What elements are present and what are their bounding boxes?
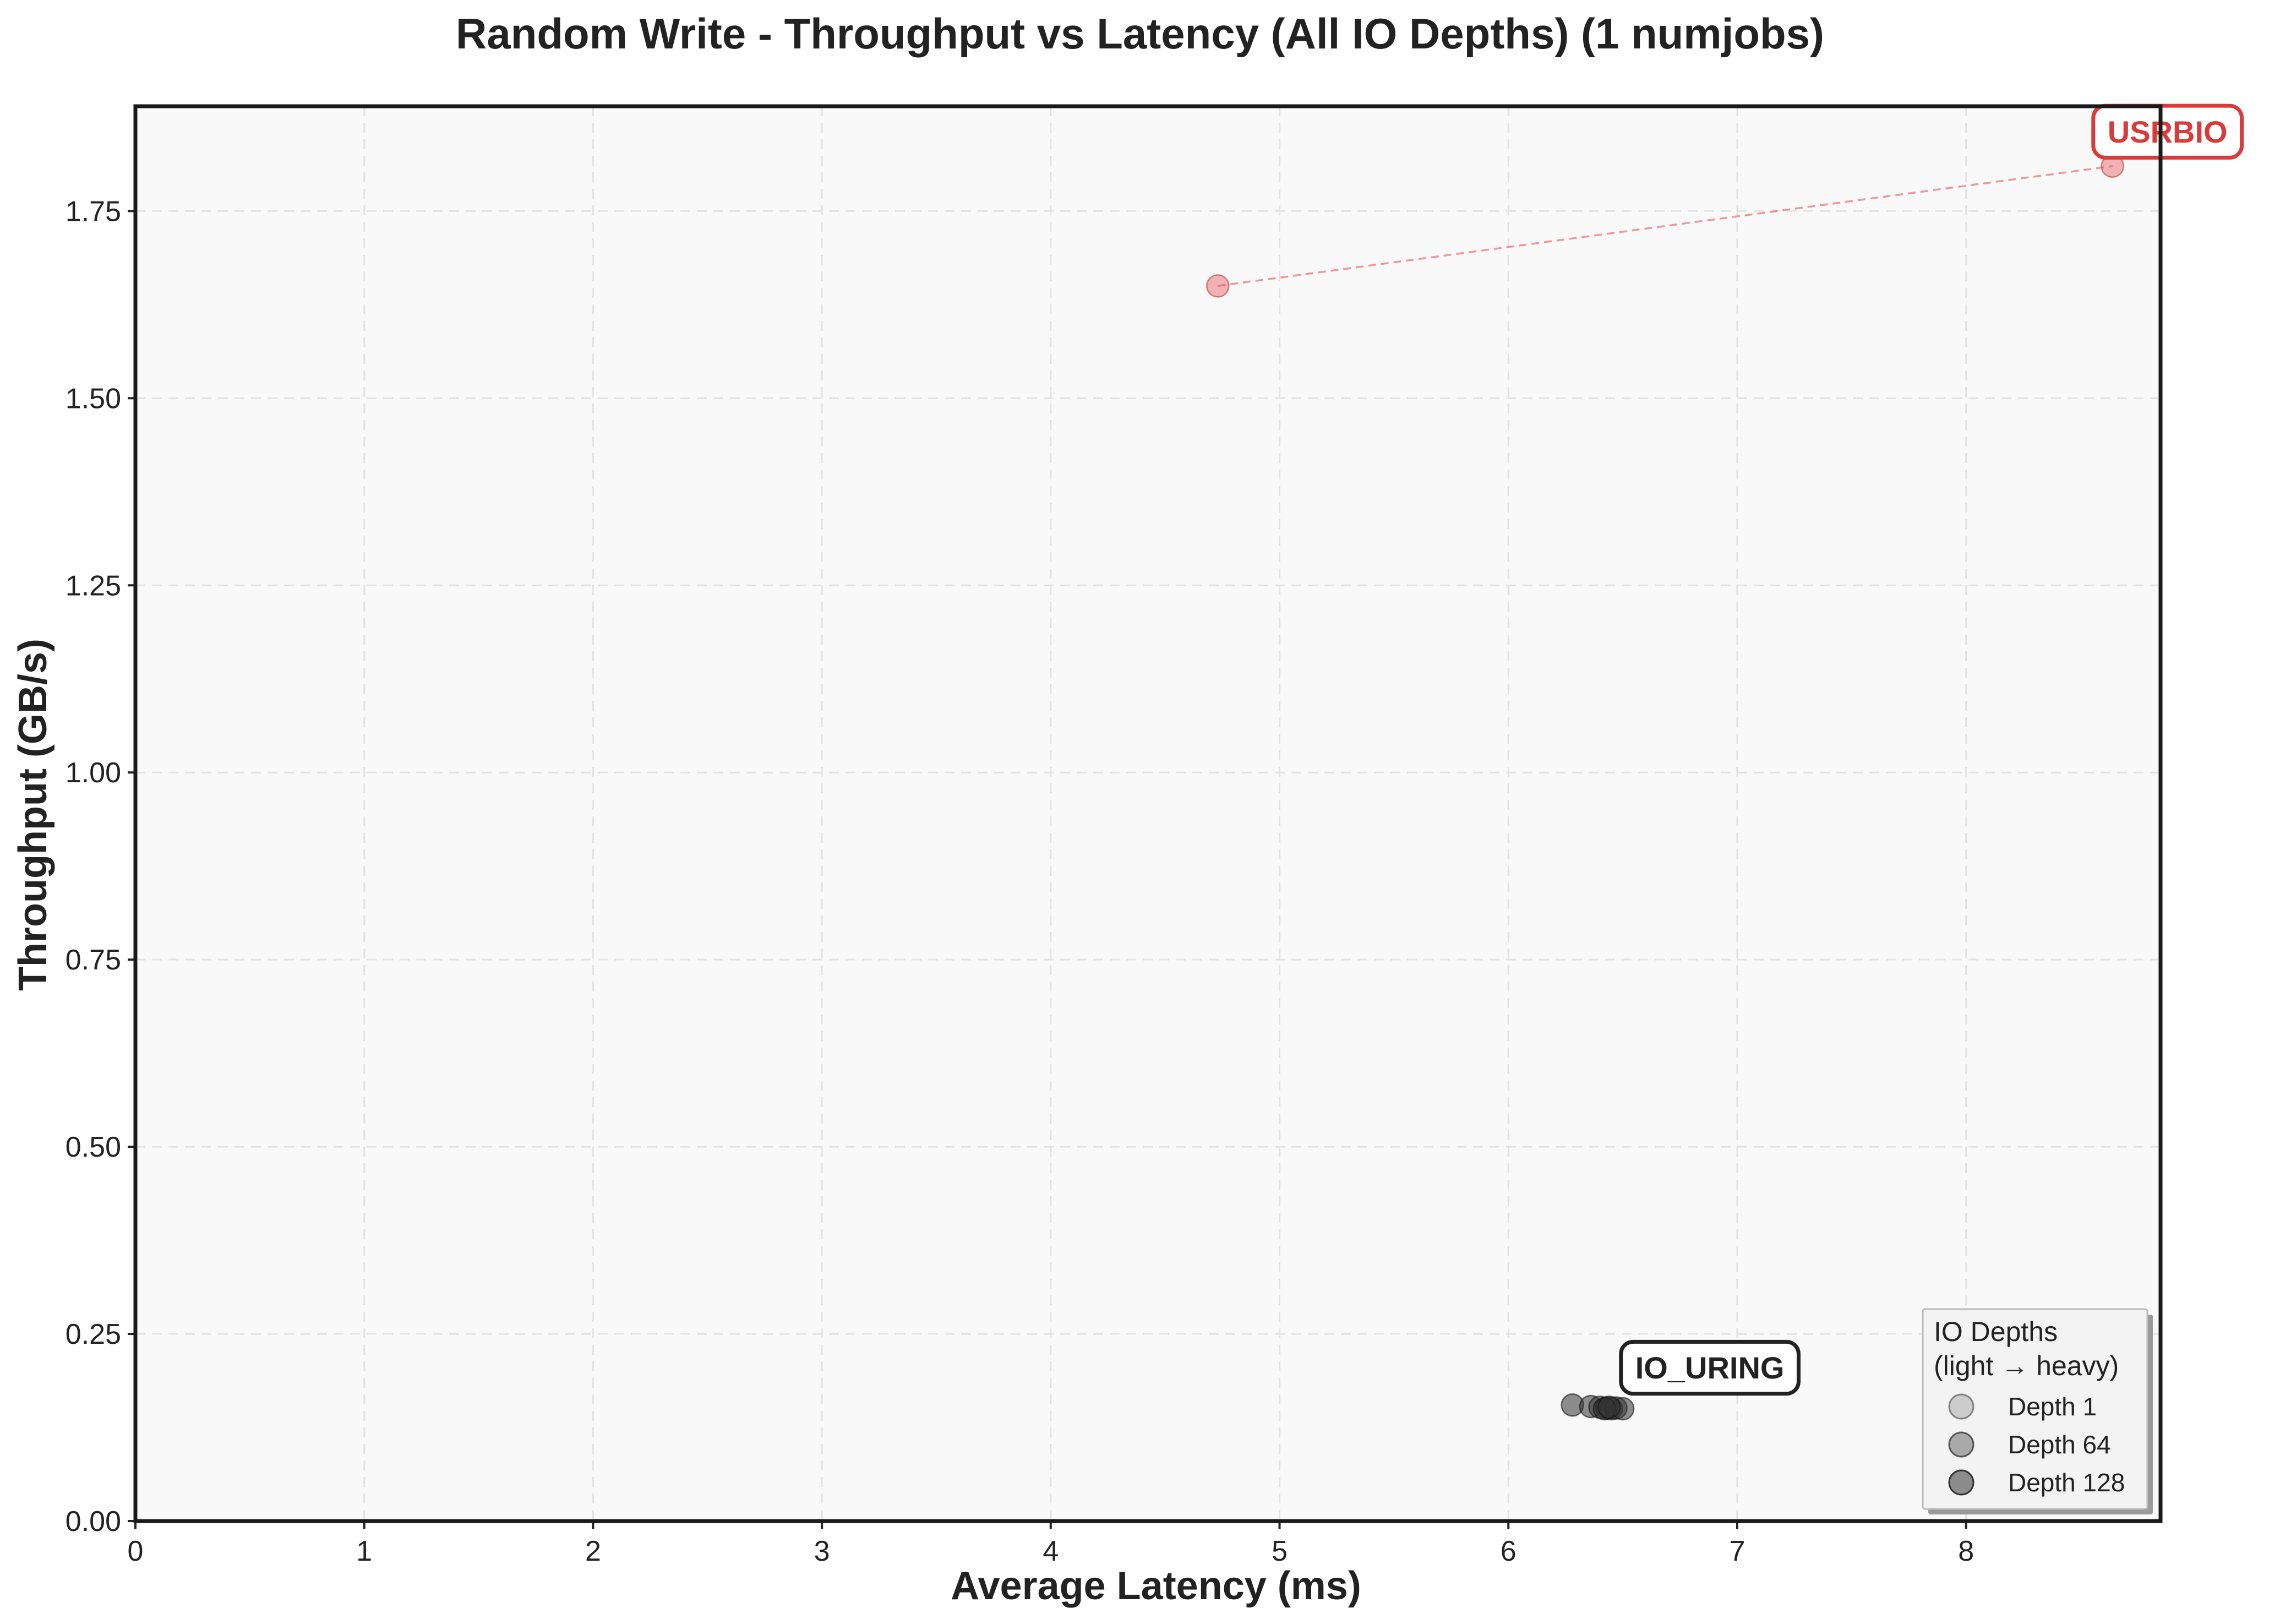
series-usrbio bbox=[1206, 154, 2124, 298]
y-tick-label: 1.25 bbox=[66, 570, 121, 602]
y-tick-label: 1.50 bbox=[66, 383, 121, 415]
x-tick-label: 8 bbox=[1958, 1535, 1974, 1567]
x-tick-label: 1 bbox=[356, 1535, 372, 1567]
legend-marker bbox=[1948, 1393, 1974, 1420]
usrbio-annotation: USRBIO bbox=[2108, 115, 2228, 149]
x-tick-label: 5 bbox=[1272, 1535, 1288, 1567]
legend-title: (light → heavy) bbox=[1934, 1350, 2119, 1381]
y-axis-label: Throughput (GB/s) bbox=[11, 639, 55, 991]
legend-entry-label: Depth 1 bbox=[2008, 1392, 2097, 1421]
legend: IO Depths(light → heavy) Depth 1 Depth 64 D… bbox=[1922, 1308, 2153, 1514]
legend-box bbox=[1922, 1308, 2148, 1510]
io-uring-annotation: IO_URING bbox=[1635, 1350, 1785, 1385]
legend-marker bbox=[1948, 1431, 1974, 1458]
x-tick-label: 2 bbox=[585, 1535, 601, 1567]
y-tick-label: 0.75 bbox=[66, 944, 121, 976]
usrbio-annotation-box bbox=[2091, 103, 2244, 160]
data-point bbox=[1597, 1396, 1621, 1419]
legend-entry-label: Depth 128 bbox=[2008, 1468, 2125, 1497]
plot-frame bbox=[133, 104, 2163, 1523]
y-tick-label: 1.00 bbox=[66, 757, 121, 789]
x-tick-label: 6 bbox=[1501, 1535, 1517, 1567]
legend-title: IO Depths bbox=[1934, 1316, 2058, 1347]
chart-title: Random Write - Throughput vs Latency (Al… bbox=[456, 9, 1824, 58]
series-io-uring bbox=[1561, 1393, 1635, 1421]
x-axis-label: Average Latency (ms) bbox=[951, 1564, 1361, 1608]
y-tick-label: 0.50 bbox=[66, 1131, 121, 1163]
io-uring-annotation-box bbox=[1619, 1339, 1801, 1396]
data-point bbox=[1206, 274, 1230, 298]
plot-background bbox=[135, 106, 2161, 1521]
legend-entry-label: Depth 64 bbox=[2008, 1430, 2111, 1459]
series-line bbox=[1218, 165, 2113, 287]
x-tick-label: 0 bbox=[128, 1535, 144, 1567]
x-tick-label: 3 bbox=[814, 1535, 830, 1567]
x-tick-label: 4 bbox=[1043, 1535, 1059, 1567]
legend-marker bbox=[1948, 1469, 1974, 1496]
y-tick-label: 0.00 bbox=[66, 1506, 121, 1538]
y-tick-label: 1.75 bbox=[66, 195, 121, 227]
plot-area: 0 1 2 3 4 5 6 7 8 0.00 0.25 0.50 0.75 1.00 1.25 1.50 1.7… bbox=[66, 103, 2244, 1567]
y-tick-label: 0.25 bbox=[66, 1318, 121, 1350]
x-tick-label: 7 bbox=[1729, 1535, 1745, 1567]
